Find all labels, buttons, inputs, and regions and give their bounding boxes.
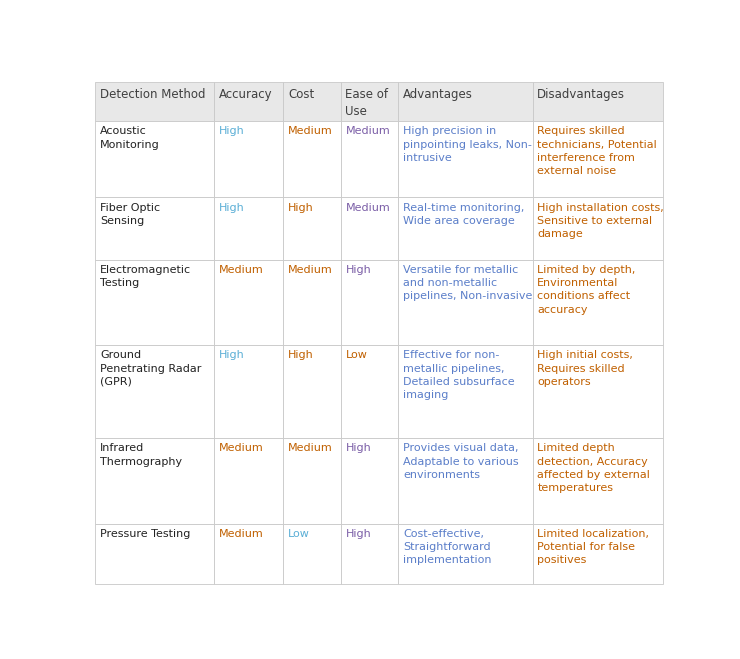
Bar [398, 121, 533, 198]
Text: Ground
Penetrating Radar
(GPR): Ground Penetrating Radar (GPR) [100, 351, 201, 387]
Text: Provides visual data,
Adaptable to various
environments: Provides visual data, Adaptable to vario… [403, 444, 519, 480]
Bar [533, 198, 663, 260]
Text: Limited localization,
Potential for false
positives: Limited localization, Potential for fals… [537, 529, 649, 565]
Text: High: High [346, 444, 371, 453]
Text: Low: Low [288, 529, 310, 539]
Text: Real-time monitoring,
Wide area coverage: Real-time monitoring, Wide area coverage [403, 202, 525, 226]
Text: Cost-effective,
Straightforward
implementation: Cost-effective, Straightforward implemen… [403, 529, 491, 565]
Text: High: High [288, 202, 314, 213]
Text: Limited depth
detection, Accuracy
affected by external
temperatures: Limited depth detection, Accuracy affect… [537, 444, 650, 493]
Bar [95, 524, 215, 584]
Text: Medium: Medium [219, 265, 263, 275]
Bar [398, 438, 533, 524]
Bar [215, 345, 283, 438]
Text: Medium: Medium [219, 529, 263, 539]
Text: Medium: Medium [219, 444, 263, 453]
Bar [215, 121, 283, 198]
Text: Disadvantages: Disadvantages [537, 88, 625, 101]
Bar [533, 438, 663, 524]
Text: High installation costs,
Sensitive to external
damage: High installation costs, Sensitive to ex… [537, 202, 664, 239]
Bar [215, 198, 283, 260]
Bar [533, 260, 663, 345]
Bar [341, 524, 398, 584]
Text: Advantages: Advantages [403, 88, 473, 101]
Text: High initial costs,
Requires skilled
operators: High initial costs, Requires skilled ope… [537, 351, 633, 387]
Text: Ease of
Use: Ease of Use [346, 88, 389, 118]
Bar [398, 345, 533, 438]
Text: Medium: Medium [288, 265, 333, 275]
Bar [398, 524, 533, 584]
Text: Cost: Cost [288, 88, 314, 101]
Bar [283, 438, 341, 524]
Text: Infrared
Thermography: Infrared Thermography [100, 444, 182, 467]
Bar [533, 121, 663, 198]
Bar [95, 82, 215, 121]
Bar [398, 198, 533, 260]
Text: Versatile for metallic
and non-metallic
pipelines, Non-invasive: Versatile for metallic and non-metallic … [403, 265, 532, 301]
Bar [283, 82, 341, 121]
Bar [341, 438, 398, 524]
Bar [283, 121, 341, 198]
Text: Limited by depth,
Environmental
conditions affect
accuracy: Limited by depth, Environmental conditio… [537, 265, 636, 314]
Bar [341, 82, 398, 121]
Bar [215, 524, 283, 584]
Text: High: High [288, 351, 314, 360]
Text: Accuracy: Accuracy [219, 88, 272, 101]
Text: Low: Low [346, 351, 367, 360]
Bar [341, 121, 398, 198]
Bar [95, 121, 215, 198]
Text: Medium: Medium [288, 127, 333, 136]
Text: Electromagnetic
Testing: Electromagnetic Testing [100, 265, 191, 288]
Text: High: High [346, 529, 371, 539]
Bar [283, 524, 341, 584]
Text: Fiber Optic
Sensing: Fiber Optic Sensing [100, 202, 160, 226]
Bar [398, 260, 533, 345]
Bar [215, 260, 283, 345]
Bar [341, 345, 398, 438]
Text: Medium: Medium [346, 127, 390, 136]
Bar [215, 82, 283, 121]
Bar [283, 260, 341, 345]
Bar [283, 345, 341, 438]
Bar [95, 260, 215, 345]
Text: Acoustic
Monitoring: Acoustic Monitoring [100, 127, 160, 150]
Text: Pressure Testing: Pressure Testing [100, 529, 190, 539]
Bar [533, 524, 663, 584]
Bar [215, 438, 283, 524]
Bar [283, 198, 341, 260]
Text: Medium: Medium [346, 202, 390, 213]
Text: High: High [346, 265, 371, 275]
Text: Detection Method: Detection Method [100, 88, 206, 101]
Text: High precision in
pinpointing leaks, Non-
intrusive: High precision in pinpointing leaks, Non… [403, 127, 532, 163]
Text: Effective for non-
metallic pipelines,
Detailed subsurface
imaging: Effective for non- metallic pipelines, D… [403, 351, 514, 400]
Bar [341, 198, 398, 260]
Text: Medium: Medium [288, 444, 333, 453]
Bar [95, 345, 215, 438]
Bar [533, 82, 663, 121]
Text: High: High [219, 351, 245, 360]
Text: High: High [219, 202, 245, 213]
Text: High: High [219, 127, 245, 136]
Bar [341, 260, 398, 345]
Bar [398, 82, 533, 121]
Bar [95, 438, 215, 524]
Bar [95, 198, 215, 260]
Text: Requires skilled
technicians, Potential
interference from
external noise: Requires skilled technicians, Potential … [537, 127, 657, 176]
Bar [533, 345, 663, 438]
